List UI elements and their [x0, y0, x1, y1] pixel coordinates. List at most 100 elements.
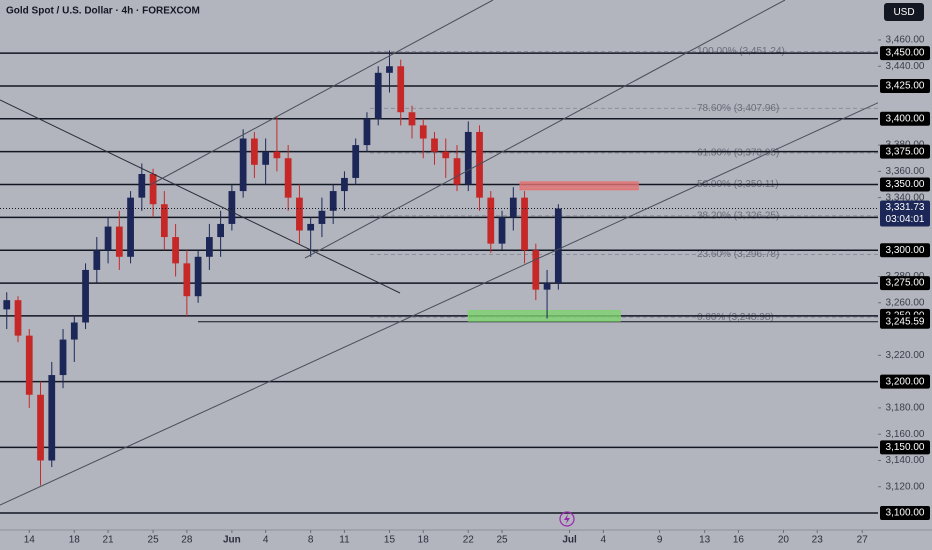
chart-title: Gold Spot / U.S. Dollar · 4h · FOREXCOM: [6, 6, 200, 17]
channel-line: [0, 77, 932, 506]
candle-body: [3, 300, 11, 310]
x-tick-label: 25: [496, 535, 508, 546]
fib-label: 61.80% (3,373.95): [697, 148, 779, 159]
candle-body: [532, 250, 540, 290]
candle-body: [453, 158, 461, 185]
candle-body: [183, 263, 191, 297]
candle-body: [127, 197, 134, 257]
level-badge: [880, 314, 930, 329]
level-label: 3,150.00: [886, 442, 925, 453]
y-tick-label: 3,440.00: [886, 61, 925, 72]
fib-label: 78.60% (3,407.96): [697, 103, 779, 114]
fib-label: 0.00% (3,248.98): [697, 312, 774, 323]
y-tick-label: 3,460.00: [886, 35, 925, 46]
level-label: 3,450.00: [886, 48, 925, 59]
level-badge: [880, 506, 930, 521]
y-tick-label: 3,260.00: [886, 297, 925, 308]
x-tick-label: Jun: [223, 535, 241, 546]
fib-label: 23.60% (3,296.78): [697, 249, 779, 260]
level-badge: [880, 374, 930, 389]
candle-body: [262, 151, 270, 165]
x-tick-label: 4: [601, 535, 607, 546]
candle-body: [543, 283, 551, 290]
candle-body: [419, 125, 427, 139]
candle-body: [14, 300, 22, 336]
candle-body: [318, 210, 326, 224]
x-tick-label: 14: [24, 535, 36, 546]
x-tick-label: 15: [384, 535, 396, 546]
candle-body: [205, 237, 213, 257]
x-tick-label: 23: [812, 535, 824, 546]
fib-label: 100.00% (3,451.24): [697, 46, 785, 57]
x-tick-label: 8: [308, 535, 314, 546]
candle-body: [341, 177, 348, 192]
x-tick-label: 4: [263, 535, 269, 546]
channel-line: [149, 0, 494, 186]
level-label: 3,300.00: [886, 245, 925, 256]
candle-body: [228, 191, 236, 224]
event-icon[interactable]: [559, 511, 575, 527]
x-tick-label: 25: [148, 535, 160, 546]
level-label: 3,400.00: [886, 113, 925, 124]
level-badge: [880, 440, 930, 455]
level-label: 3,200.00: [886, 376, 925, 387]
candle-body: [476, 131, 483, 198]
x-tick-label: 11: [339, 535, 350, 546]
level-badge: [880, 78, 930, 93]
price-countdown: 03:04:01: [886, 214, 925, 225]
price-badge: [880, 200, 930, 227]
candle-body: [431, 138, 438, 152]
x-tick-label: 28: [181, 535, 193, 546]
event-icon-bolt[interactable]: [564, 514, 570, 524]
y-tick-label: 3,220.00: [886, 350, 925, 361]
candle-body: [498, 217, 506, 244]
candle-body: [82, 269, 89, 323]
y-tick-label: 3,120.00: [886, 481, 925, 492]
y-tick-label: 3,340.00: [886, 192, 925, 203]
level-badge: [880, 144, 930, 159]
level-badge: [880, 177, 930, 192]
candle-body: [239, 138, 247, 192]
x-tick-label: 9: [657, 535, 663, 546]
level-badge: [880, 46, 930, 61]
candle-body: [37, 394, 44, 461]
candle-body: [149, 173, 157, 205]
candle-body: [273, 151, 281, 159]
level-badge: [880, 111, 930, 126]
x-tick-label: 21: [102, 535, 114, 546]
candle-body: [104, 226, 112, 251]
x-tick-label: Jul: [562, 535, 577, 546]
candle-body: [509, 197, 517, 218]
currency-label[interactable]: USD: [893, 7, 914, 18]
trend-line: [0, 99, 401, 294]
candle-body: [48, 375, 56, 461]
level-badge: [880, 243, 930, 258]
x-tick-label: 27: [857, 535, 869, 546]
level-label: 3,245.59: [886, 316, 925, 327]
x-tick-label: 20: [778, 535, 790, 546]
x-tick-label: 13: [699, 535, 711, 546]
x-tick-label: 18: [69, 535, 81, 546]
candle-body: [554, 208, 562, 284]
candle-body: [70, 322, 78, 340]
y-tick-label: 3,140.00: [886, 455, 925, 466]
y-tick-label: 3,360.00: [886, 166, 925, 177]
candle-body: [363, 118, 371, 146]
candle-body: [487, 197, 495, 244]
candle-body: [386, 66, 393, 73]
candle-body: [397, 66, 405, 113]
level-badge: [880, 276, 930, 291]
candle-body: [408, 112, 416, 126]
candle-body: [217, 223, 225, 238]
level-label: 3,100.00: [886, 508, 925, 519]
currency-button[interactable]: [884, 3, 924, 21]
candle-body: [59, 339, 67, 376]
candle-body: [172, 237, 179, 264]
zone: [467, 310, 621, 322]
candle-body: [194, 256, 202, 297]
level-label: 3,350.00: [886, 179, 925, 190]
x-tick-label: 18: [418, 535, 430, 546]
candle-body: [329, 191, 337, 211]
x-tick-label: 16: [733, 535, 745, 546]
